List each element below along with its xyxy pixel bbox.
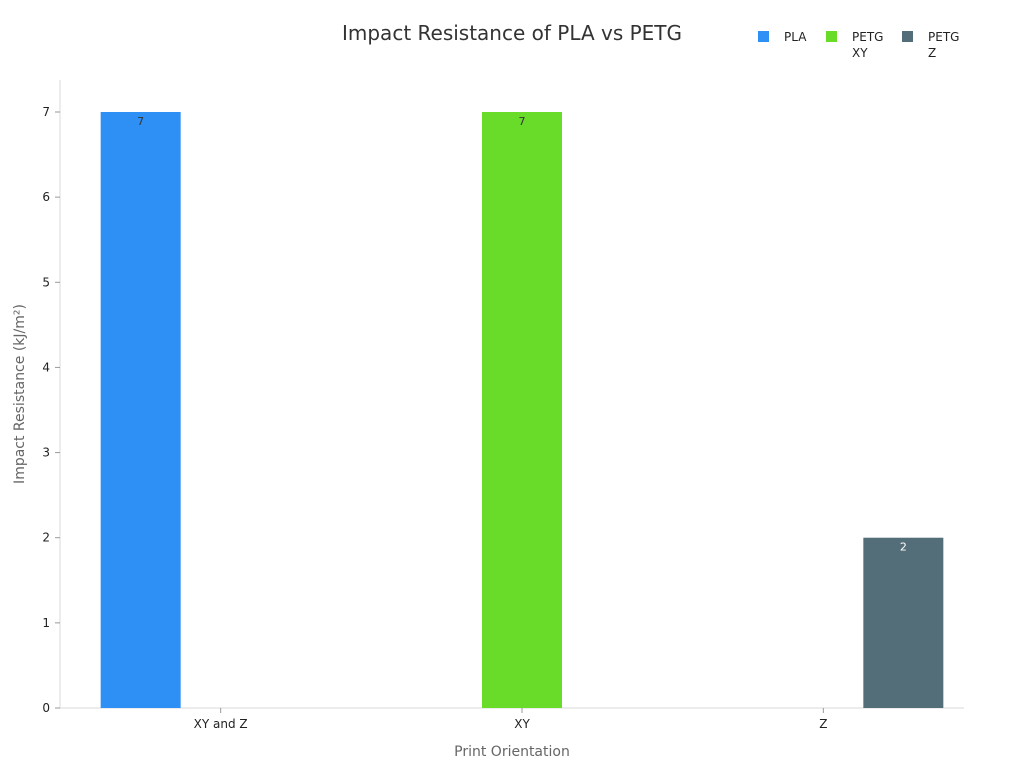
chart-title: Impact Resistance of PLA vs PETG (342, 21, 682, 45)
y-tick-label: 7 (42, 105, 50, 119)
y-tick-label: 0 (42, 701, 50, 715)
legend-label: PETG Z (928, 30, 959, 60)
bar-group: 7 7 2 (100, 112, 944, 708)
legend-label: PLA (784, 30, 807, 44)
y-tick-label: 2 (42, 531, 50, 545)
legend-item[interactable]: PETG XY (826, 30, 883, 60)
bar-data-label: 7 (519, 115, 526, 128)
x-axis-title: Print Orientation (454, 744, 570, 760)
x-tick-group: XY and Z XY Z (194, 708, 827, 731)
legend-item[interactable]: PETG Z (902, 30, 959, 60)
bar-petg-z[interactable] (863, 537, 944, 708)
y-tick-group: 0 1 2 3 4 5 6 7 (42, 105, 60, 715)
legend-swatch (758, 31, 769, 42)
bar-data-label: 2 (900, 541, 907, 554)
bar-petg-xy[interactable] (482, 112, 562, 708)
y-tick-label: 4 (42, 360, 50, 374)
legend-item[interactable]: PLA (758, 30, 807, 44)
y-tick-label: 5 (42, 275, 50, 289)
y-axis-title: Impact Resistance (kJ/m²) (12, 304, 28, 484)
y-tick-label: 6 (42, 190, 50, 204)
legend-swatch (902, 31, 913, 42)
bar-pla[interactable] (100, 112, 181, 708)
bar-data-label: 7 (137, 115, 144, 128)
y-tick-label: 1 (42, 616, 50, 630)
legend[interactable]: PLA PETG XY PETG Z (758, 30, 959, 60)
x-tick-label: XY (514, 717, 530, 731)
y-tick-label: 3 (42, 446, 50, 460)
legend-swatch (826, 31, 837, 42)
legend-label: PETG XY (852, 30, 883, 60)
x-tick-label: XY and Z (194, 717, 248, 731)
x-tick-label: Z (819, 717, 827, 731)
